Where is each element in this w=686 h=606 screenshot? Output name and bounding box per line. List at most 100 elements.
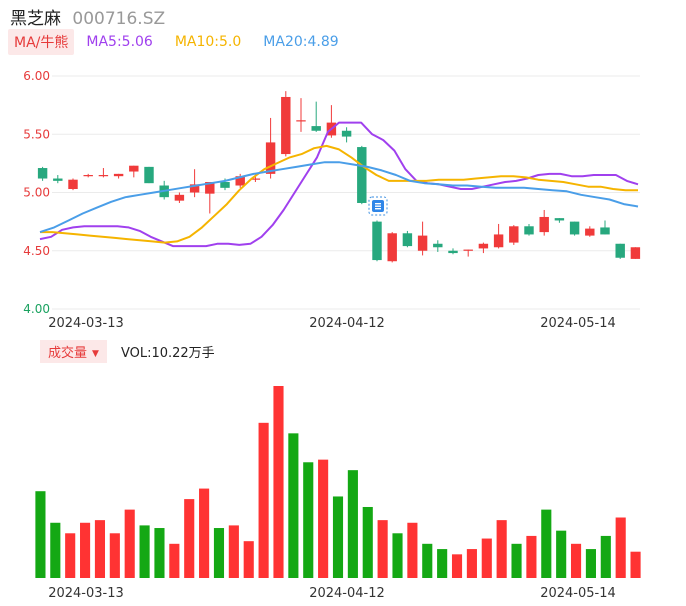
volume-bar	[481, 538, 492, 578]
ma-legend: MA/牛熊 MA5:5.06 MA10:5.0 MA20:4.89	[8, 29, 361, 55]
volume-bar	[213, 528, 225, 578]
candle-body	[189, 184, 200, 193]
candle-body	[68, 179, 78, 190]
candle-body	[509, 226, 519, 243]
volume-bar	[570, 543, 582, 578]
candle-body	[174, 194, 185, 201]
volume-bar	[288, 433, 299, 578]
volume-value: VOL:10.22万手	[120, 345, 215, 361]
y-tick-label: 4.50	[23, 244, 50, 258]
candle-body	[235, 176, 245, 186]
volume-selector-label: 成交量	[48, 345, 88, 361]
candle-body	[387, 233, 397, 262]
volume-bar	[94, 520, 106, 578]
volume-bar	[347, 470, 358, 578]
volume-bar	[585, 549, 596, 578]
volume-bar	[630, 551, 641, 578]
candle-body	[296, 120, 306, 122]
candle-body	[311, 126, 321, 131]
volume-bar	[511, 543, 522, 578]
volume-bar	[169, 543, 180, 578]
candle-body	[220, 182, 230, 188]
y-tick-label: 5.00	[23, 186, 50, 200]
stock-name: 黑芝麻	[10, 9, 61, 29]
candle-body	[341, 130, 352, 137]
x-tick-label: 2024-04-12	[309, 586, 385, 601]
volume-bar	[65, 533, 76, 578]
event-marker[interactable]	[368, 196, 388, 216]
candle-body	[600, 227, 610, 235]
price-grid	[52, 75, 640, 310]
volume-selector-button[interactable]: 成交量 ▼	[40, 339, 107, 363]
volume-bar	[154, 528, 165, 578]
ma5-legend-label: MA5:5.06	[86, 34, 153, 50]
volume-bar	[139, 525, 150, 578]
volume-bar	[362, 506, 373, 578]
volume-bar	[258, 422, 269, 578]
volume-legend: 成交量 ▼ VOL:10.22万手	[40, 339, 215, 363]
candle-body	[98, 175, 109, 177]
volume-bar	[600, 535, 611, 578]
volume-bar	[228, 525, 239, 578]
candle-body	[569, 221, 580, 235]
candle-body	[281, 96, 291, 155]
ma10-line	[40, 144, 638, 244]
candlesticks	[37, 91, 641, 263]
candle-body	[554, 218, 565, 221]
volume-bar	[556, 530, 567, 578]
volume-bar	[407, 522, 418, 578]
caret-down-icon: ▼	[92, 348, 99, 359]
price-x-axis: 2024-03-13 2024-04-12 2024-05-14	[48, 316, 616, 331]
event-marker-glyph	[375, 208, 381, 210]
candle-body	[493, 234, 504, 248]
price-y-axis: 6.00 5.50 5.00 4.50 4.00	[23, 69, 50, 316]
ma20-legend-label: MA20:4.89	[263, 34, 339, 50]
volume-bar	[466, 549, 477, 578]
candle-body	[53, 178, 63, 181]
volume-x-axis: 2024-03-13 2024-04-12 2024-05-14	[48, 586, 616, 601]
y-tick-label: 4.00	[23, 302, 50, 316]
x-tick-label: 2024-03-13	[48, 586, 124, 601]
y-tick-label: 5.50	[23, 127, 50, 141]
candle-body	[357, 147, 367, 203]
ma-selector-button[interactable]: MA/牛熊	[8, 29, 75, 55]
volume-bar	[496, 520, 507, 578]
candle-body	[402, 233, 413, 247]
volume-bar	[318, 459, 329, 578]
volume-bar	[332, 496, 344, 578]
x-tick-label: 2024-04-12	[309, 316, 385, 331]
volume-bar	[451, 554, 463, 578]
candle-body	[433, 243, 443, 248]
x-tick-label: 2024-05-14	[540, 316, 616, 331]
candle-body	[630, 247, 641, 259]
candle-body	[205, 182, 215, 194]
volume-bar	[541, 509, 552, 578]
volume-bar	[526, 535, 537, 578]
candle-body	[129, 165, 139, 172]
volume-bar	[199, 488, 210, 578]
candle-body	[265, 142, 276, 174]
volume-bar	[273, 386, 284, 578]
volume-bar	[109, 533, 120, 578]
candle-body	[448, 250, 458, 254]
x-tick-label: 2024-03-13	[48, 316, 124, 331]
candle-body	[478, 243, 489, 249]
volume-bar	[615, 517, 626, 578]
volume-bar	[124, 509, 135, 578]
x-tick-label: 2024-05-14	[540, 586, 616, 601]
event-marker-glyph	[375, 203, 381, 205]
candle-body	[113, 173, 124, 177]
candle-body	[250, 178, 261, 180]
volume-bar	[422, 543, 433, 578]
candle-body	[585, 228, 595, 236]
volume-bar	[80, 522, 91, 578]
candle-body	[615, 243, 625, 258]
volume-bar	[50, 522, 61, 578]
volume-bar	[392, 533, 403, 578]
volume-bar	[437, 549, 448, 578]
candle-body	[539, 216, 549, 233]
volume-bar	[184, 499, 195, 578]
candle-body	[37, 168, 48, 179]
ma5-line	[39, 121, 639, 248]
